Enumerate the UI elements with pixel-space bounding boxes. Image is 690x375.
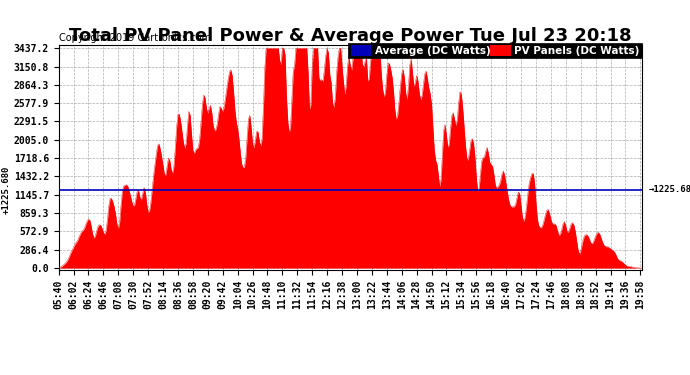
Title: Total PV Panel Power & Average Power Tue Jul 23 20:18: Total PV Panel Power & Average Power Tue… xyxy=(69,27,631,45)
Text: Copyright 2019 Cartronics.com: Copyright 2019 Cartronics.com xyxy=(59,33,210,43)
Text: →1225.680: →1225.680 xyxy=(649,185,690,194)
Text: +1225.680: +1225.680 xyxy=(1,165,10,214)
Legend: Average (DC Watts), PV Panels (DC Watts): Average (DC Watts), PV Panels (DC Watts) xyxy=(348,43,642,58)
